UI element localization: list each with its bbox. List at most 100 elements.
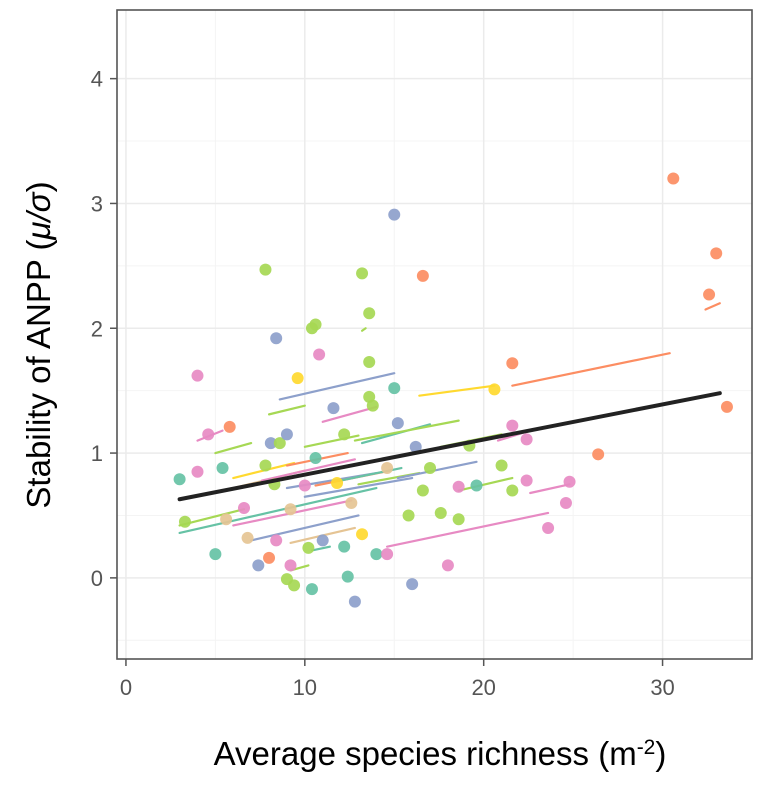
group-fit-line [511, 352, 671, 387]
group-fit-line [278, 372, 396, 401]
group-fit-line [396, 460, 478, 480]
group-fit-line [310, 545, 331, 552]
plot-background [117, 10, 752, 659]
data-point [452, 480, 465, 493]
data-point [452, 513, 465, 526]
group-fit-line [303, 434, 360, 448]
data-point [209, 548, 222, 561]
data-point [220, 513, 233, 526]
group-fit-line [385, 511, 550, 548]
axes: 0 10 20 30 0 1 2 3 4 [91, 67, 675, 700]
data-point [381, 548, 394, 561]
y-axis-title: Stability of ANPP (μ/σ) [20, 181, 57, 508]
data-point [264, 437, 277, 450]
data-point [506, 419, 519, 432]
x-tick-label: 30 [650, 675, 674, 700]
data-point [338, 540, 351, 553]
group-fit-line [178, 486, 378, 535]
data-point [592, 448, 605, 461]
group-fit-line [260, 458, 357, 482]
data-point [388, 208, 401, 221]
y-tick-label: 3 [91, 191, 103, 216]
data-point [356, 267, 369, 280]
data-point [667, 172, 680, 185]
data-point [291, 372, 304, 385]
data-point [313, 348, 326, 361]
data-point [302, 541, 315, 554]
group-fit-line [321, 405, 378, 423]
data-point [495, 459, 508, 472]
data-point [703, 288, 716, 301]
data-point [542, 521, 555, 534]
data-point [298, 479, 311, 492]
data-point [191, 465, 204, 478]
group-fit-line [267, 404, 306, 416]
data-point [238, 501, 250, 514]
data-point [356, 528, 369, 541]
data-point [341, 570, 354, 583]
data-point [488, 383, 501, 396]
data-point [284, 503, 297, 516]
data-point [316, 534, 329, 547]
data-point [284, 559, 297, 572]
plot-frame [116, 9, 753, 660]
x-tick-label: 10 [293, 675, 317, 700]
data-point [202, 428, 215, 441]
plot-border [116, 9, 753, 660]
data-point [305, 583, 318, 596]
y-tick-label: 2 [91, 316, 103, 341]
data-point [270, 332, 283, 345]
group-fit-line [529, 483, 571, 495]
data-point [506, 357, 519, 370]
y-tick-label: 0 [91, 566, 103, 591]
y-tick-label: 4 [91, 67, 103, 92]
data-point [563, 475, 576, 488]
data-point [270, 534, 283, 547]
data-point [710, 247, 723, 260]
data-point [720, 400, 733, 413]
data-point [309, 452, 322, 465]
data-point [441, 559, 454, 572]
plot-area [117, 10, 752, 659]
group-fit-line [250, 514, 360, 542]
overall-fit-line [177, 391, 722, 502]
data-point [470, 479, 483, 492]
data-point [363, 307, 376, 320]
data-point [223, 420, 236, 433]
data-point [216, 462, 229, 475]
data-point [178, 515, 191, 528]
data-point [331, 477, 344, 490]
grid-lines [117, 10, 752, 659]
data-point [241, 531, 254, 544]
x-tick-label: 0 [120, 675, 132, 700]
data-point [416, 269, 429, 282]
data-point [273, 437, 286, 450]
group-fit-line [303, 476, 414, 498]
group-fit-line [214, 441, 253, 455]
data-point [370, 548, 383, 561]
data-point [434, 506, 447, 519]
data-point [259, 263, 272, 276]
data-point [327, 402, 340, 415]
overall-fit-line [177, 391, 722, 502]
data-point [424, 462, 437, 475]
data-point [391, 417, 404, 430]
data-point [338, 428, 351, 441]
data-point [406, 578, 419, 591]
data-point [191, 369, 204, 382]
group-fit-line [360, 327, 367, 332]
data-point [409, 440, 422, 453]
x-axis-title: Average species richness (m-2) [214, 735, 667, 772]
data-point [520, 474, 533, 487]
data-point [388, 382, 401, 395]
data-point [363, 355, 376, 368]
data-point [520, 433, 533, 446]
data-point [173, 473, 186, 486]
data-point [348, 595, 361, 608]
data-point [288, 579, 301, 592]
group-fit-line [457, 476, 514, 492]
group-fit-line [704, 302, 721, 311]
data-point [263, 551, 276, 564]
data-point [252, 559, 265, 572]
axis-titles: Average species richness (m-2) Stability … [20, 181, 666, 772]
